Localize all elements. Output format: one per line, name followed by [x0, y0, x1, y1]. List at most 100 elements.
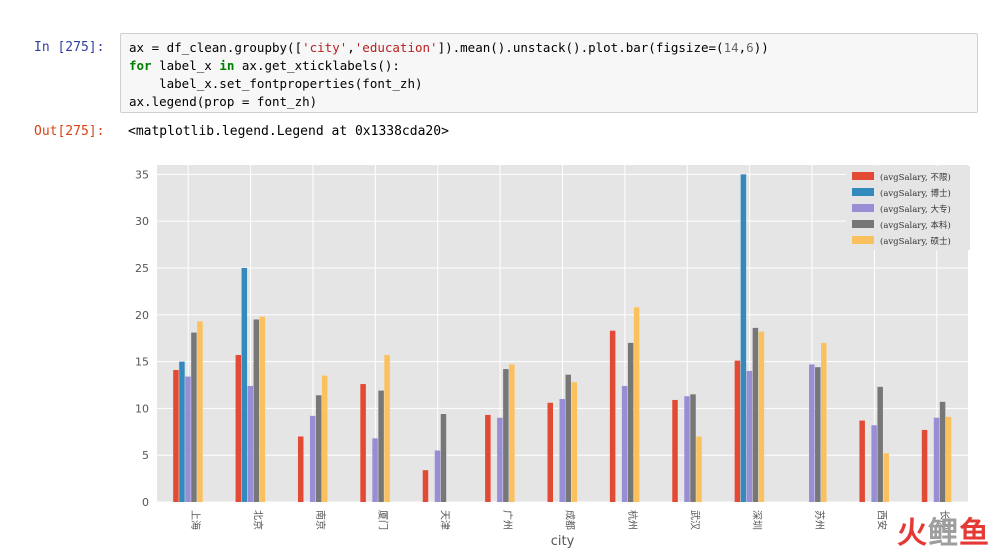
x-axis-label: city — [551, 534, 575, 549]
bar — [321, 375, 328, 502]
bar — [921, 429, 928, 502]
bar — [684, 396, 690, 502]
x-tick-label: 长沙 — [938, 510, 950, 530]
x-tick-label: 杭州 — [626, 510, 639, 530]
bar — [360, 384, 366, 502]
x-tick-label: 广州 — [501, 510, 513, 530]
bar — [939, 401, 946, 502]
bar — [609, 330, 616, 502]
watermark-char: 火 — [897, 516, 928, 551]
bar — [509, 364, 515, 502]
x-tick-label: 厦门 — [376, 510, 389, 530]
bar — [883, 453, 889, 502]
legend-swatch — [852, 236, 874, 244]
x-tick-label: 上海 — [189, 510, 202, 530]
bar — [434, 450, 441, 502]
bar — [871, 425, 877, 502]
x-tick-label: 南京 — [314, 510, 327, 530]
code-text: )) — [753, 40, 769, 55]
bar — [933, 417, 940, 502]
legend-swatch — [852, 172, 874, 180]
legend-label: (avgSalary, 硕士) — [880, 236, 951, 247]
code-text: label_x — [151, 58, 220, 73]
bar — [815, 367, 821, 502]
bar — [259, 316, 266, 502]
bar — [197, 321, 203, 502]
bar — [235, 355, 242, 502]
bar — [191, 332, 197, 502]
code-keyword: in — [219, 58, 235, 73]
y-tick-label: 35 — [135, 168, 149, 181]
watermark-logo: 火鲤鱼 — [897, 508, 990, 552]
code-line-1: ax = df_clean.groupby(['city','education… — [129, 39, 969, 57]
code-line-4: ax.legend(prop = font_zh) — [129, 94, 318, 109]
bar — [559, 399, 565, 502]
x-tick-label: 成都 — [564, 510, 576, 530]
x-tick-label: 天津 — [439, 510, 451, 530]
bar — [734, 360, 741, 502]
bar — [297, 436, 304, 502]
bar — [565, 374, 571, 502]
watermark-char: 鲤 — [928, 516, 959, 551]
bar — [945, 416, 952, 502]
code-text: , — [738, 40, 747, 55]
bar — [173, 370, 179, 502]
y-tick-label: 30 — [135, 215, 149, 228]
bar — [633, 307, 640, 502]
code-cell[interactable]: ax = df_clean.groupby(['city','education… — [120, 33, 978, 113]
bar — [877, 386, 883, 502]
bar — [485, 414, 491, 502]
y-tick-label: 25 — [135, 262, 149, 275]
bar — [185, 376, 191, 502]
code-keyword: for — [129, 58, 152, 73]
code-number: 6 — [746, 40, 754, 55]
code-text: ax = df_clean.groupby([ — [129, 40, 303, 55]
bar — [253, 319, 260, 502]
bar — [241, 267, 248, 502]
bar — [746, 370, 753, 502]
bar — [752, 327, 759, 502]
x-tick-label: 苏州 — [813, 510, 826, 530]
output-text: <matplotlib.legend.Legend at 0x1338cda20… — [128, 124, 449, 139]
bar — [690, 394, 696, 502]
bar — [247, 385, 254, 502]
bar — [627, 342, 634, 502]
bar — [384, 355, 390, 502]
x-tick-label: 北京 — [252, 510, 265, 530]
y-tick-label: 5 — [142, 449, 149, 462]
bar — [440, 414, 447, 502]
bar — [571, 382, 577, 502]
bar — [547, 402, 553, 502]
bar — [315, 395, 322, 502]
legend-swatch — [852, 204, 874, 212]
bar — [696, 436, 702, 502]
bar — [422, 470, 429, 502]
bar — [740, 174, 747, 502]
legend-label: (avgSalary, 大专) — [880, 204, 951, 215]
bar — [378, 390, 384, 502]
code-string: 'city' — [302, 40, 348, 55]
output-prompt: Out[275]: — [34, 124, 105, 139]
legend-swatch — [852, 220, 874, 228]
bar — [179, 361, 185, 502]
x-tick-label: 深圳 — [751, 510, 763, 530]
legend-label: (avgSalary, 博士) — [880, 188, 951, 199]
y-tick-label: 0 — [142, 496, 149, 509]
x-tick-label: 武汉 — [688, 510, 701, 530]
bar — [672, 399, 678, 502]
y-tick-label: 15 — [135, 356, 149, 369]
watermark-char: 鱼 — [959, 516, 990, 551]
bar — [497, 417, 503, 502]
bar — [809, 364, 815, 502]
code-line-2: for label_x in ax.get_xticklabels(): — [129, 57, 969, 75]
code-line-3: label_x.set_fontproperties(font_zh) — [129, 76, 423, 91]
bar — [821, 342, 827, 502]
code-string: 'education' — [354, 40, 438, 55]
y-tick-label: 10 — [135, 402, 149, 415]
code-text: ]).mean().unstack().plot.bar(figsize=( — [437, 40, 724, 55]
bar — [758, 331, 765, 502]
x-tick-label: 西安 — [875, 510, 888, 530]
code-text: , — [347, 40, 355, 55]
legend-label: (avgSalary, 本科) — [880, 220, 951, 231]
